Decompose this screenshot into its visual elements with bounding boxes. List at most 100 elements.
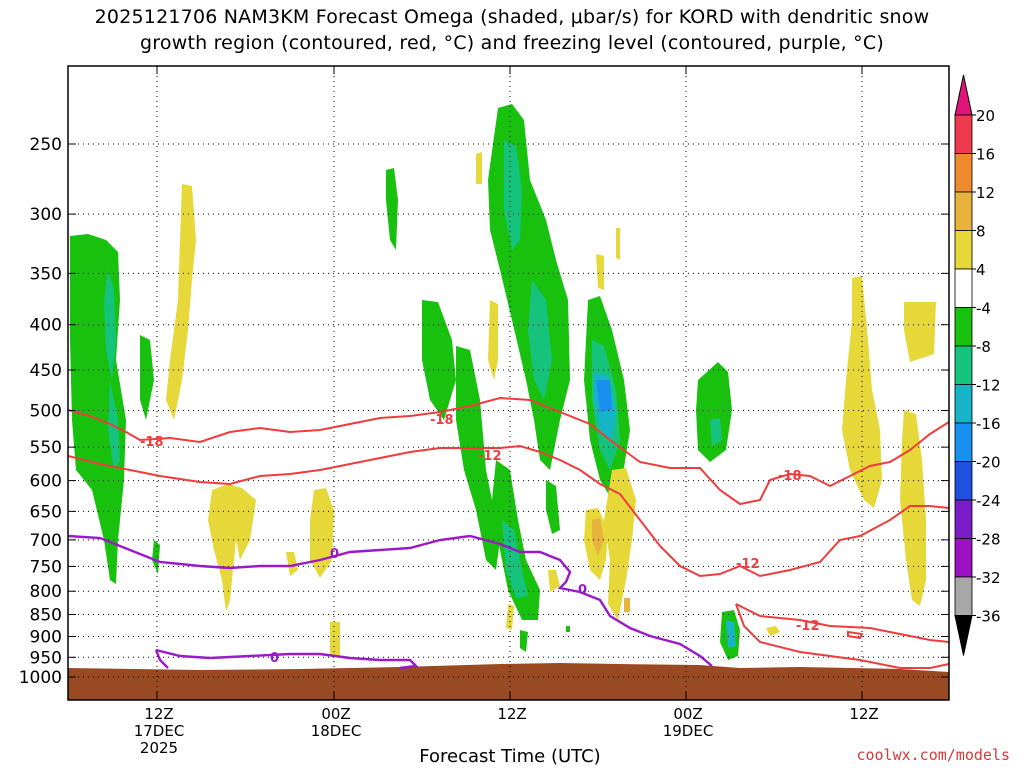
omega-region [104, 270, 116, 380]
omega-region [504, 140, 522, 250]
y-tick-label: 650 [30, 502, 62, 522]
colorbar-swatch [954, 191, 973, 231]
omega-region [488, 300, 498, 380]
y-tick-label: 1000 [19, 668, 62, 688]
contour-line [847, 630, 864, 640]
omega-region [604, 468, 636, 620]
contour-line [155, 648, 419, 670]
contour-label-red: -18 [140, 435, 164, 450]
x-tick-label: 00Z [321, 705, 350, 723]
omega-region [592, 518, 604, 556]
x-tick-label: 19DEC [663, 722, 714, 740]
omega-region [476, 152, 482, 184]
colorbar-swatch [954, 268, 973, 308]
colorbar-swatch [954, 538, 973, 578]
omega-region [330, 622, 340, 656]
contour-line [735, 603, 949, 643]
y-tick-label: 250 [30, 135, 62, 155]
colorbar-label: 20 [976, 107, 995, 125]
y-tick-label: 700 [30, 531, 62, 551]
contour-line [735, 603, 949, 669]
colorbar-swatch [954, 307, 973, 347]
omega-region [566, 626, 570, 632]
x-tick-label: 2025 [140, 739, 178, 757]
y-tick-label: 600 [30, 472, 62, 492]
omega-region [520, 630, 528, 652]
omega-region [152, 540, 160, 574]
colorbar-swatch [954, 153, 973, 193]
contour-line [68, 534, 713, 667]
y-axis: 2503003504004505005506006507007508008509… [19, 135, 949, 688]
y-tick-label: 300 [30, 205, 62, 225]
y-tick-label: 900 [30, 627, 62, 647]
colorbar-label: 4 [976, 261, 986, 279]
omega-region [488, 104, 570, 470]
contour-label-group: -18 -18 -12 -18 -12 -12 0 0 0 [140, 413, 820, 666]
colorbar-swatch [954, 461, 973, 501]
colorbar-swatch [954, 384, 973, 424]
colorbar-arrow-top [954, 74, 973, 116]
x-tick-label: 12Z [497, 705, 526, 723]
contour-label-red: -18 [430, 413, 454, 428]
x-tick-label: 18DEC [311, 722, 362, 740]
terrain [68, 663, 949, 700]
contour-line [68, 444, 949, 578]
purple-contours [68, 534, 713, 670]
contour-label-red: -12 [736, 557, 760, 572]
credit-link[interactable]: coolwx.com/models [856, 746, 1010, 764]
y-tick-label: 550 [30, 438, 62, 458]
omega-region [546, 480, 560, 534]
omega-region [70, 234, 126, 584]
colorbar-swatch [954, 422, 973, 462]
omega-region [616, 228, 620, 260]
omega-region [286, 552, 298, 576]
contour-label-purple: 0 [578, 583, 587, 598]
x-tick-label: 12Z [849, 705, 878, 723]
omega-region [696, 362, 732, 462]
colorbar-arrow-bottom [954, 615, 973, 656]
plot-frame [67, 65, 950, 701]
colorbar-label: 12 [976, 184, 995, 202]
omega-region [140, 335, 154, 420]
contour-label-purple: 0 [330, 547, 339, 562]
x-tick-label: 00Z [673, 705, 702, 723]
colorbar-label: 8 [976, 223, 986, 241]
omega-region [166, 184, 196, 420]
colorbar-label: -8 [976, 338, 991, 356]
y-tick-label: 850 [30, 606, 62, 626]
omega-region [766, 626, 780, 636]
colorbar-swatch [954, 230, 973, 270]
x-axis-title: Forecast Time (UTC) [419, 746, 601, 767]
chart-title-line1: 2025121706 NAM3KM Forecast Omega (shaded… [94, 6, 930, 28]
colorbar-label: -20 [976, 454, 1001, 472]
omega-region [386, 168, 398, 250]
omega-region [548, 570, 560, 592]
contour-label-red: -12 [796, 619, 820, 634]
x-tick-label: 17DEC [134, 722, 185, 740]
colorbar-label: -32 [976, 569, 1001, 587]
omega-region [710, 418, 722, 446]
y-tick-label: 450 [30, 361, 62, 381]
y-tick-label: 350 [30, 264, 62, 284]
contour-label-red: -18 [778, 469, 802, 484]
omega-region [596, 254, 604, 290]
colorbar-label: -16 [976, 415, 1001, 433]
colorbar-label: -4 [976, 300, 991, 318]
colorbar: 20 16 12 8 4 -4 -8 -12 -16 -20 -24 -28 -32 -36 [954, 74, 1001, 656]
omega-region [900, 410, 926, 606]
colorbar-swatch [954, 114, 973, 154]
colorbar-swatch [954, 345, 973, 385]
omega-shading [68, 104, 949, 700]
y-tick-label: 750 [30, 557, 62, 577]
omega-region [596, 380, 612, 412]
omega-region [726, 620, 736, 648]
contour-line [154, 649, 169, 669]
x-tick-label: 12Z [144, 705, 173, 723]
contour-line [68, 396, 949, 506]
colorbar-swatch [954, 499, 973, 539]
omega-region [904, 302, 936, 362]
omega-region [456, 346, 500, 570]
y-tick-label: 400 [30, 316, 62, 336]
